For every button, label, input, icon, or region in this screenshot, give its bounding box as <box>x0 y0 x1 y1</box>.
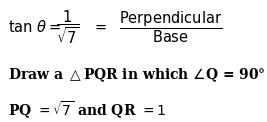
Text: $\mathrm{tan}\ \theta = $: $\mathrm{tan}\ \theta = $ <box>8 19 61 35</box>
Text: $=$: $=$ <box>92 20 108 34</box>
Text: PQ $= \sqrt{7}$ and QR $= 1$: PQ $= \sqrt{7}$ and QR $= 1$ <box>8 99 166 121</box>
Text: Draw a $\triangle$PQR in which $\angle$Q = 90°: Draw a $\triangle$PQR in which $\angle$Q… <box>8 67 266 84</box>
Text: $\dfrac{\rm Perpendicular}{\rm Base}$: $\dfrac{\rm Perpendicular}{\rm Base}$ <box>119 9 222 45</box>
Text: $\dfrac{1}{\sqrt{7}}$: $\dfrac{1}{\sqrt{7}}$ <box>56 8 80 46</box>
